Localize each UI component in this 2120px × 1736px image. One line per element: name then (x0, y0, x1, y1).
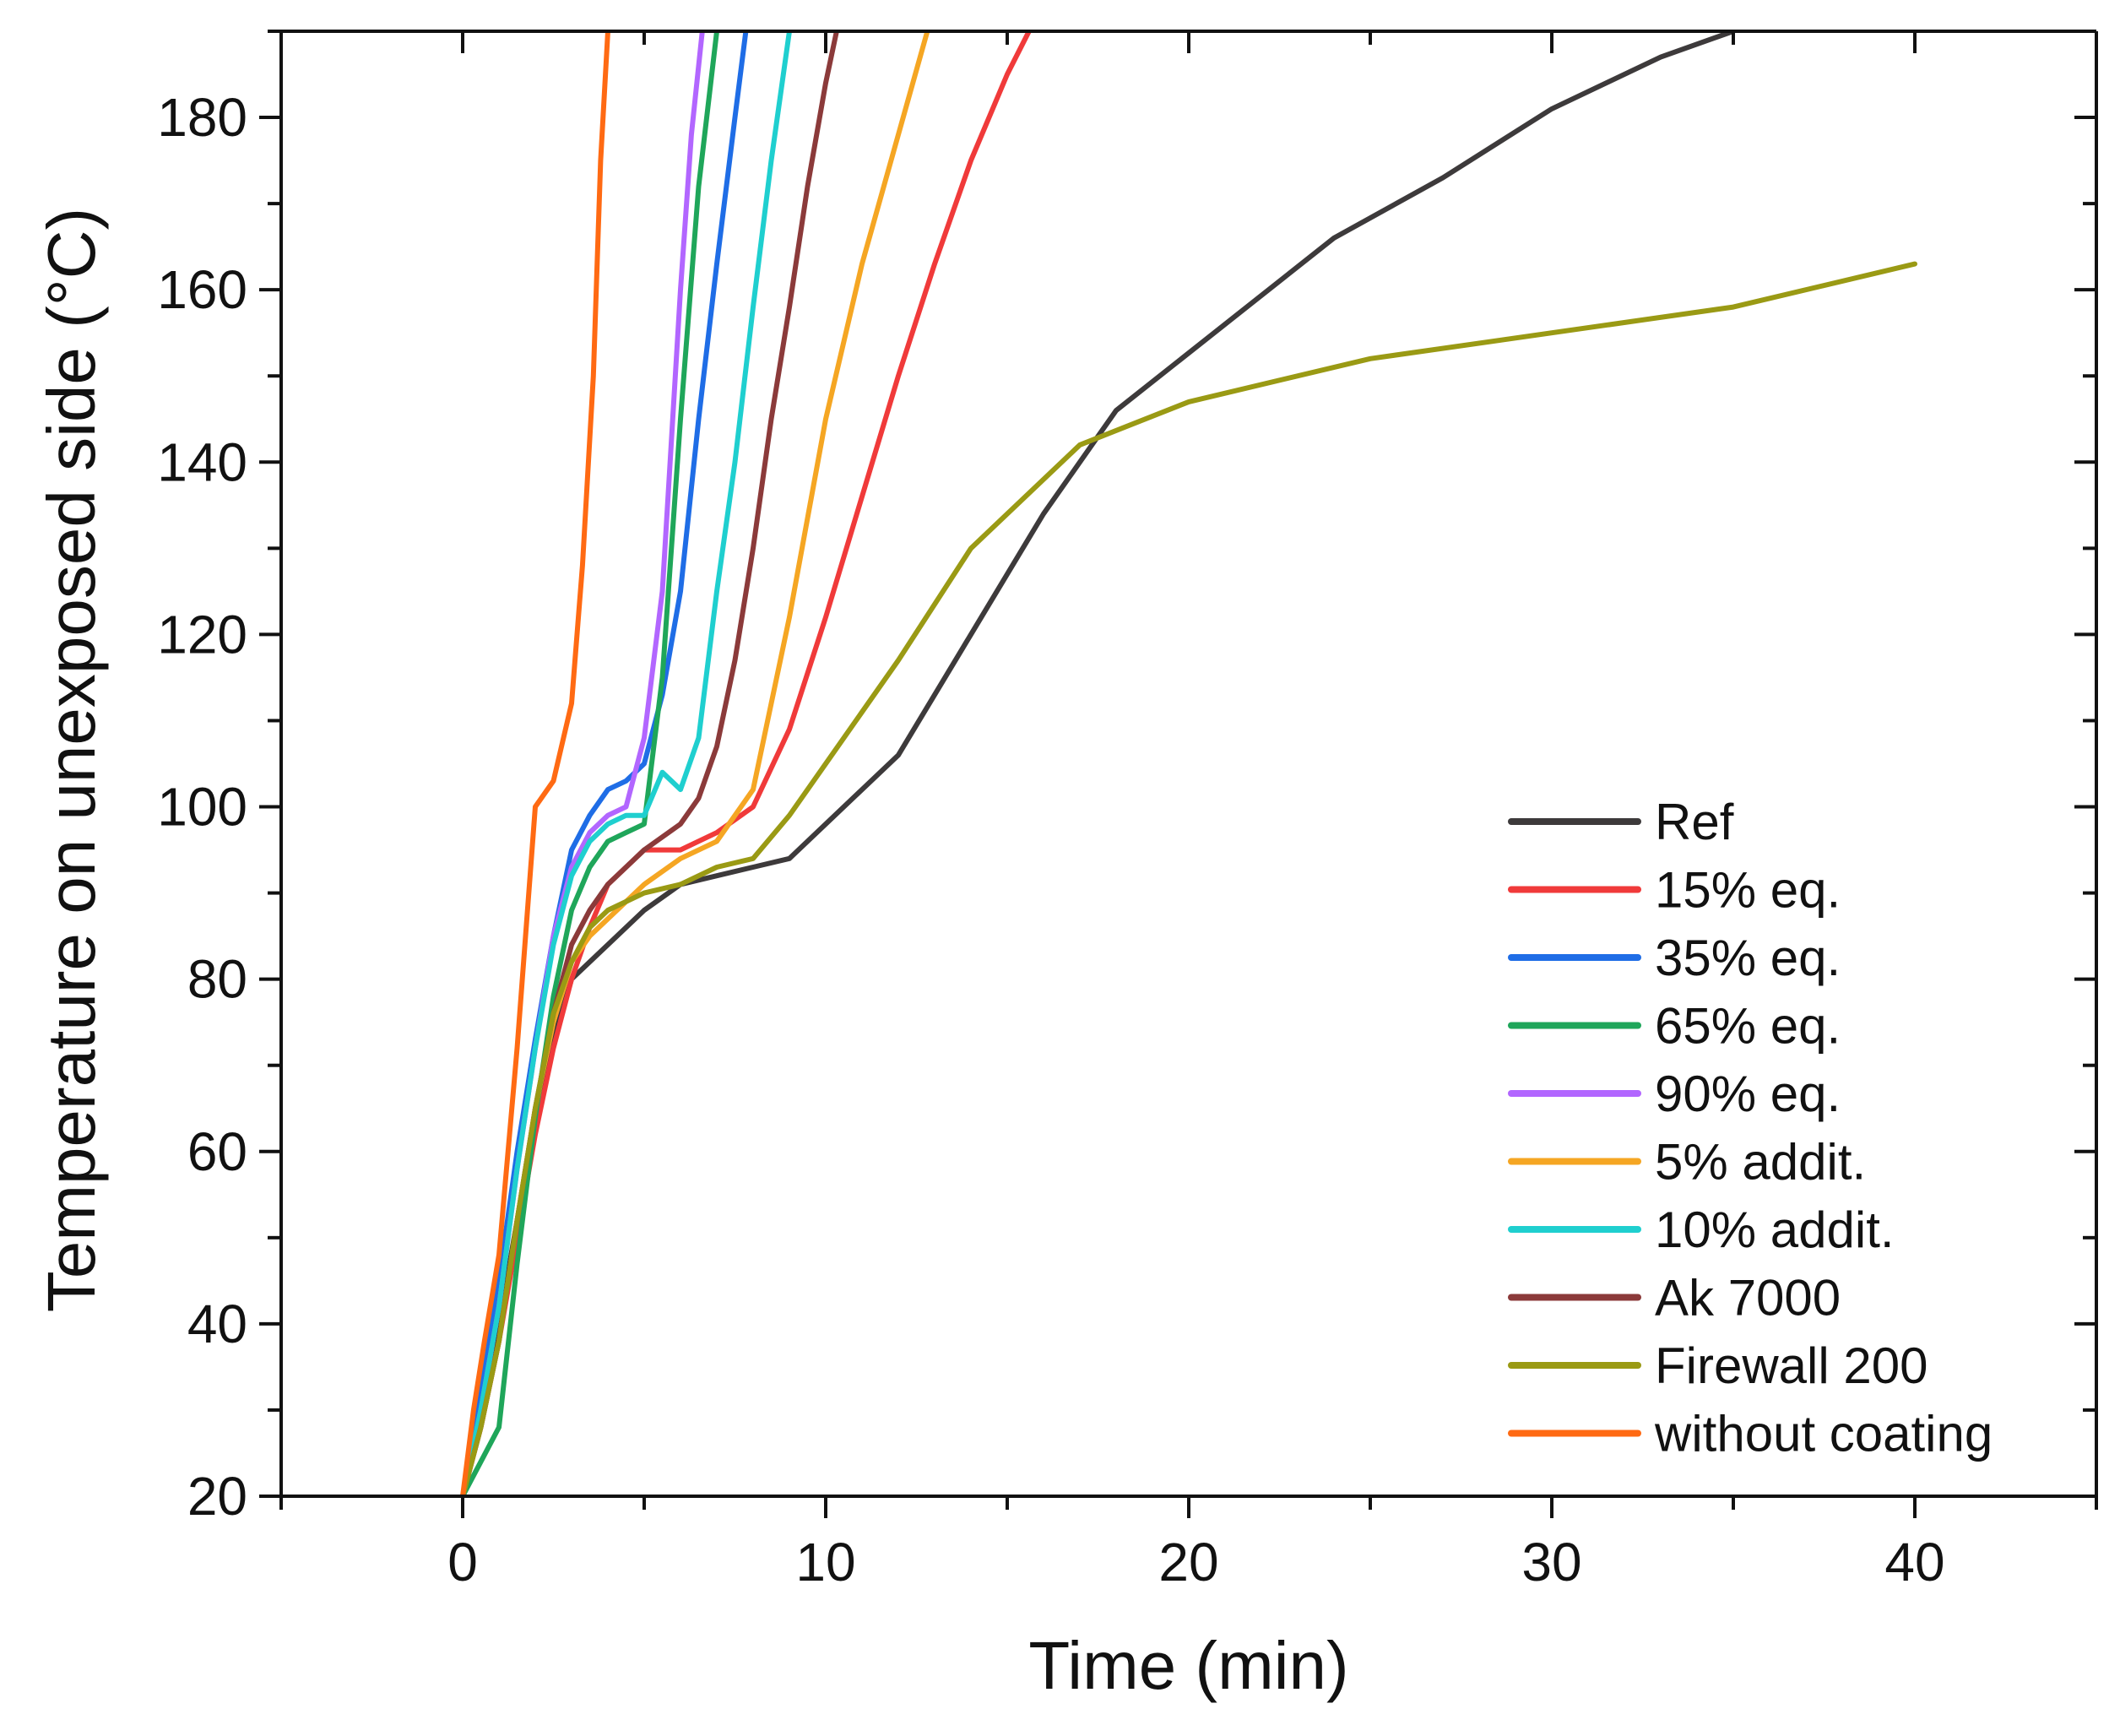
legend-label-4: 90% eq. (1655, 1066, 1841, 1122)
axes-layer: 0 10 20 30 40 20 40 60 80 100 120 140 160 180 (157, 30, 2098, 1592)
series-line-2 (460, 31, 749, 1496)
y-tick-label: 80 (187, 949, 247, 1010)
y-tick-label: 60 (187, 1121, 247, 1182)
legend-label-6: 10% addit. (1655, 1202, 1895, 1258)
legend-label-9: without coating (1654, 1406, 1993, 1462)
legend-label-8: Firewall 200 (1655, 1337, 1928, 1394)
y-tick-label: 160 (157, 259, 247, 320)
y-tick-label: 180 (157, 87, 247, 148)
y-tick-label: 120 (157, 604, 247, 665)
legend-label-3: 65% eq. (1655, 998, 1841, 1055)
legend-label-0: Ref (1655, 794, 1734, 850)
x-axis-title: Time (min) (1028, 1628, 1348, 1703)
y-tick-label: 40 (187, 1294, 247, 1354)
y-tick-label: 100 (157, 777, 247, 838)
x-tick-label: 40 (1884, 1532, 1944, 1592)
x-tick-label: 20 (1158, 1532, 1218, 1592)
y-tick-label: 20 (187, 1466, 247, 1527)
series-layer (460, 31, 1917, 1496)
series-line-3 (460, 31, 719, 1496)
series-line-8 (460, 261, 1917, 1496)
series-line-9 (460, 31, 610, 1496)
x-tick-label: 0 (447, 1532, 478, 1592)
legend-label-2: 35% eq. (1655, 930, 1841, 986)
y-tick-label: 140 (157, 431, 247, 492)
y-axis-title: Temperature on unexposed side (°C) (34, 208, 109, 1312)
series-line-6 (460, 31, 792, 1496)
x-tick-label: 30 (1521, 1532, 1581, 1592)
legend: Ref 15% eq. 35% eq. 65% eq. 90% eq. 5% addit.… (1508, 794, 1993, 1462)
legend-label-1: 15% eq. (1655, 862, 1841, 919)
legend-label-5: 5% addit. (1655, 1134, 1866, 1191)
x-tick-label: 10 (795, 1532, 855, 1592)
legend-label-7: Ak 7000 (1655, 1270, 1841, 1326)
